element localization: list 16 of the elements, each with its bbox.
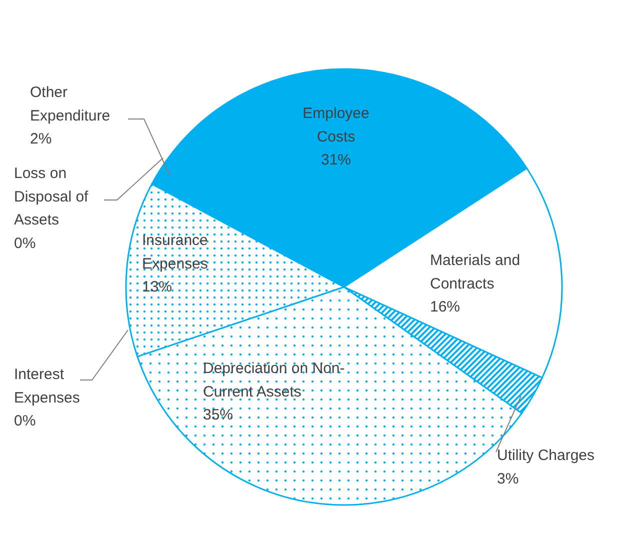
- data-label: 3%: [497, 470, 519, 488]
- data-label: 31%: [320, 152, 352, 169]
- slice-label: Depreciation on Non-Current Assets: [203, 360, 345, 400]
- slice-label: Materials and Contracts: [430, 252, 520, 292]
- data-label: 13%: [142, 278, 172, 296]
- category-label: Loss on Disposal of Assets: [14, 165, 88, 229]
- text: 0%: [14, 234, 36, 252]
- slice-label: Utility Charges: [497, 447, 595, 464]
- data-label: 2%: [30, 130, 52, 148]
- text: 0%: [14, 412, 36, 430]
- data-label: 35%: [203, 406, 234, 424]
- category-label: Interest Expenses: [14, 366, 80, 406]
- slice-label: Other Expenditure: [30, 84, 110, 124]
- slice-label: Insurance Expenses: [142, 232, 208, 272]
- data-label: 16%: [430, 298, 460, 316]
- slice-label: Employee Costs: [302, 105, 370, 146]
